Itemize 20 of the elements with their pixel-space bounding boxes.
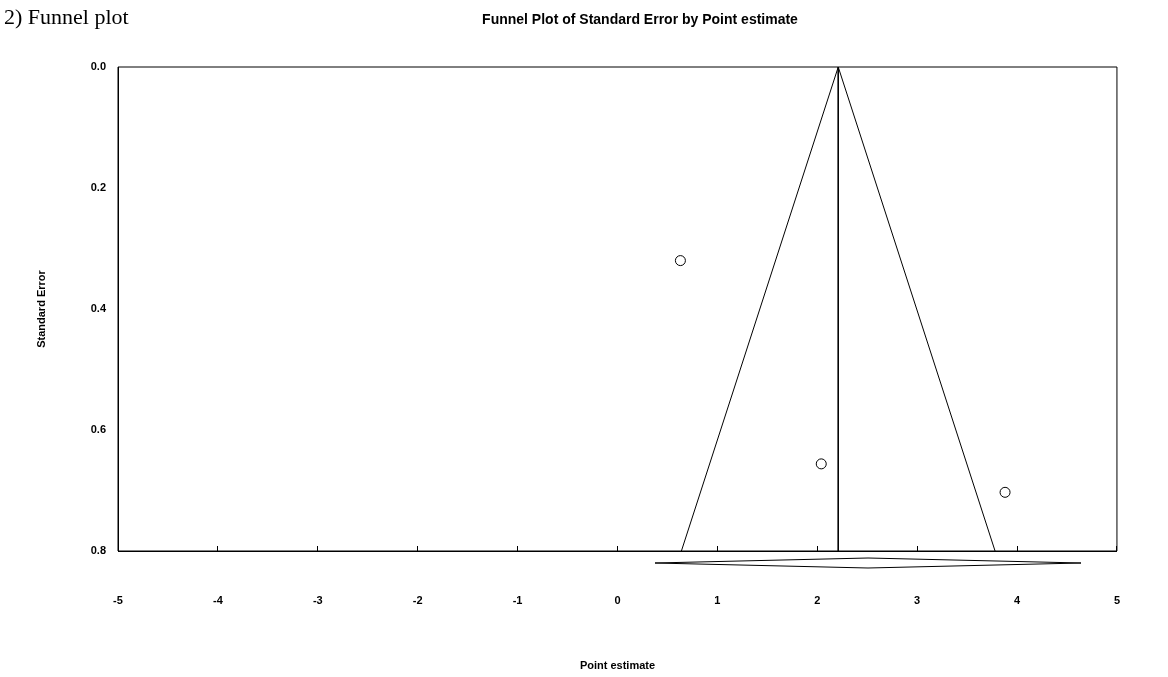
y-tick-label: 0.4 bbox=[90, 302, 107, 315]
x-tick-label: 4 bbox=[1013, 593, 1021, 606]
x-tick-label: 0 bbox=[614, 593, 621, 606]
x-tick-label: 5 bbox=[1113, 593, 1120, 606]
x-tick-label: 3 bbox=[914, 593, 921, 606]
x-tick-label: 1 bbox=[714, 593, 721, 606]
x-tick-label: -1 bbox=[512, 593, 523, 606]
chart-title: Funnel Plot of Standard Error by Point estimate bbox=[482, 10, 799, 27]
x-tick-label: -3 bbox=[312, 593, 323, 606]
y-tick-label: 0.2 bbox=[90, 181, 106, 194]
x-tick-label: -5 bbox=[113, 593, 123, 606]
x-axis-title: Point estimate bbox=[579, 659, 656, 672]
x-tick-label: -2 bbox=[412, 593, 423, 606]
text: 2) Funnel plot bbox=[4, 3, 129, 29]
y-axis-title: Standard Error bbox=[35, 269, 48, 348]
y-tick-label: 0.8 bbox=[90, 544, 106, 557]
x-tick-label: -4 bbox=[213, 593, 224, 606]
x-tick-label: 2 bbox=[814, 593, 821, 606]
y-tick-label: 0.6 bbox=[90, 423, 106, 436]
y-tick-label: 0.0 bbox=[90, 60, 106, 73]
